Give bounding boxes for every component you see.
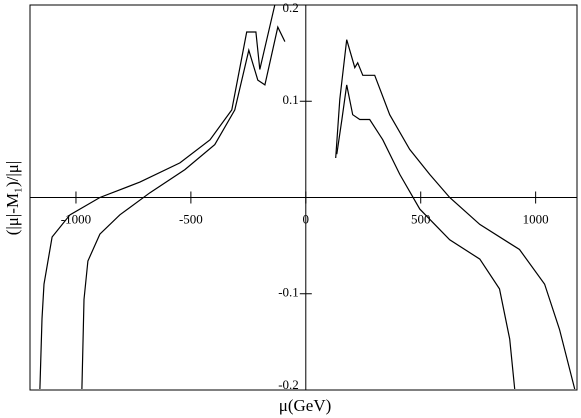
y-tick-label: -0.1 [278, 285, 299, 300]
y-tick-label: 0.1 [283, 92, 299, 107]
x-axis-label: μ(GeV) [279, 396, 332, 415]
y-tick-label: 0.2 [283, 0, 299, 15]
curve [39, 4, 276, 390]
curve [81, 25, 286, 390]
y-tick-label: -0.2 [278, 377, 299, 392]
x-tick-label: 0 [303, 211, 310, 226]
x-tick-label: 1000 [523, 211, 549, 226]
curve [336, 84, 516, 390]
x-tick-label: -500 [179, 211, 203, 226]
y-axis-label: (|μ|-M₁)/|μ| [3, 161, 22, 236]
curve [335, 39, 576, 390]
x-tick-label: 500 [411, 211, 431, 226]
x-tick-label: -1000 [61, 211, 91, 226]
